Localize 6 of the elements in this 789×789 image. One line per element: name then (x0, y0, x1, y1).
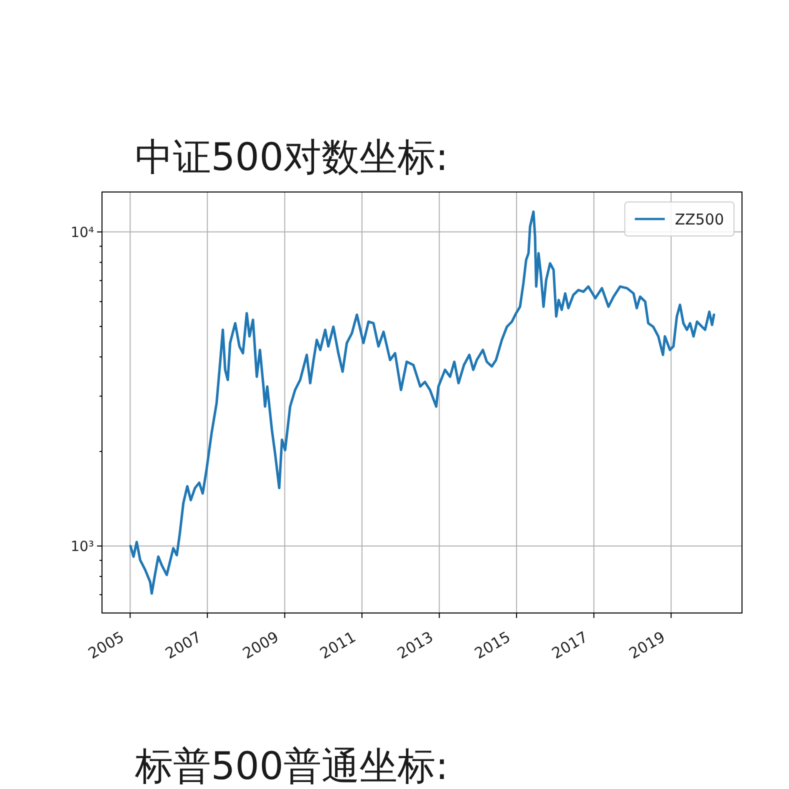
annotation: 标普500普通坐标: (135, 744, 448, 788)
legend-label: ZZ500 (674, 210, 724, 228)
title: 中证500对数坐标: (135, 135, 448, 179)
legend: ZZ500 (624, 202, 734, 236)
ytick: 10³ (70, 539, 94, 556)
ytick: 10⁴ (70, 224, 94, 241)
